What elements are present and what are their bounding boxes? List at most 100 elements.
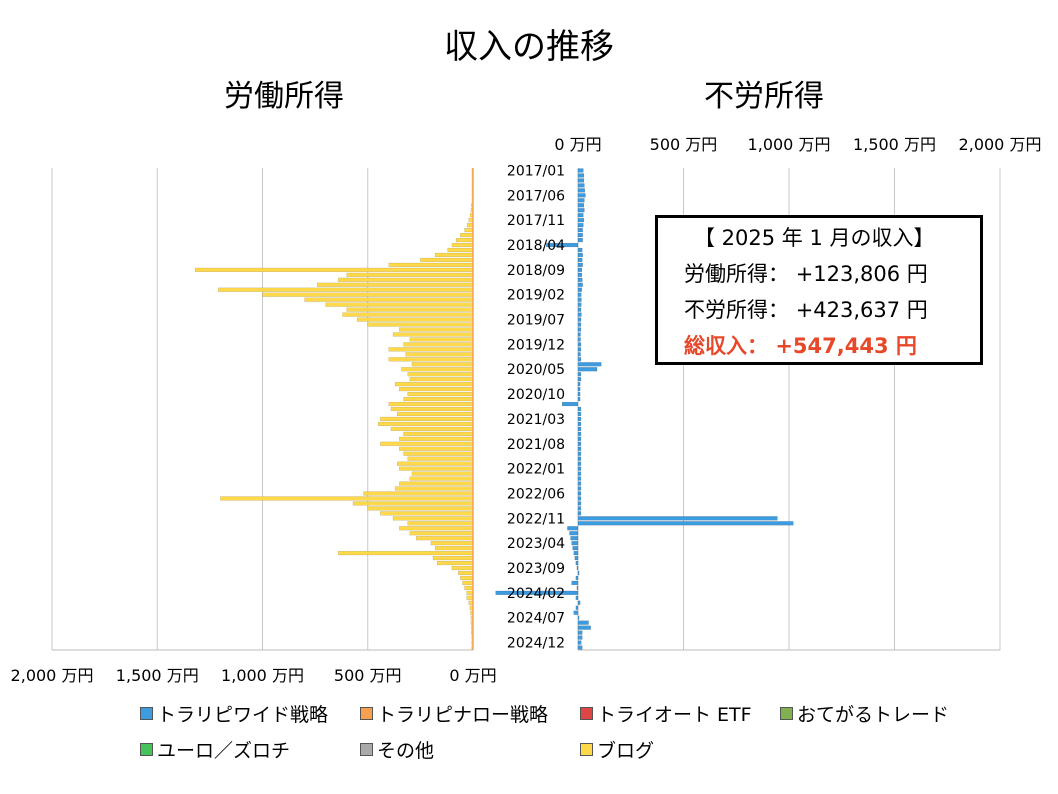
passive-bar (577, 317, 582, 322)
passive-bar (577, 486, 582, 491)
passive-bar (577, 198, 585, 203)
passive-bar (575, 560, 579, 566)
passive-bar (561, 401, 579, 407)
labor-bar (388, 347, 474, 352)
labor-bar (394, 382, 474, 387)
passive-bar (569, 531, 579, 536)
legend-item: おてがるトレード (780, 700, 949, 727)
passive-bar (577, 178, 585, 183)
labor-bar (399, 436, 474, 441)
passive-bar (577, 511, 582, 516)
passive-bar (577, 173, 585, 178)
axes: 2,000 万円 1,500 万円 1,000 万円 500 万円 0 万円 0 万円 50… (11, 135, 1042, 685)
labor-bar (466, 595, 474, 600)
labor-bar (317, 282, 474, 287)
passive-income-value: +423,637 円 (795, 298, 928, 322)
right-axis-tick-label: 1,500 万円 (853, 135, 936, 154)
passive-bar (577, 267, 582, 272)
passive-bar (577, 218, 585, 223)
labor-bar (466, 223, 474, 228)
passive-bar (577, 471, 582, 476)
passive-bar (577, 322, 582, 327)
labor-bar (342, 312, 474, 317)
labor-bar (218, 287, 474, 292)
labor-panel-title: 労働所得 (224, 79, 344, 114)
chart-title: 収入の推移 (444, 27, 614, 67)
left-axis-tick-label: 0 万円 (449, 666, 496, 685)
passive-bar (577, 183, 585, 188)
legend-swatch (140, 707, 153, 720)
labor-bar (388, 357, 474, 362)
labor-bar (194, 267, 474, 272)
labor-bar (403, 451, 474, 456)
month-label: 2022/11 (507, 511, 565, 527)
labor-bar (455, 237, 474, 243)
total-income-label: 総収入： (684, 334, 768, 358)
passive-bar (577, 506, 582, 511)
month-label: 2022/01 (507, 462, 565, 478)
labor-bar (399, 446, 474, 451)
passive-bar (577, 297, 582, 302)
passive-bar (577, 615, 580, 620)
passive-bar (577, 188, 585, 193)
labor-bar (346, 272, 474, 277)
labor-income-value: +123,806 円 (795, 262, 928, 286)
month-label: 2023/09 (507, 561, 565, 577)
labor-bar (390, 426, 474, 431)
labor-bar (363, 491, 474, 496)
legend-swatch (360, 707, 373, 720)
passive-bar (577, 292, 582, 297)
passive-bar (577, 257, 583, 263)
legend-item: トライオート ETF (580, 700, 752, 727)
month-label: 2021/03 (507, 412, 565, 428)
labor-bar (403, 396, 474, 402)
passive-bar (575, 595, 579, 600)
legend-item: トラリピナロー戦略 (360, 700, 548, 727)
labor-bar (407, 456, 474, 461)
passive-bar (577, 431, 582, 436)
passive-bar (577, 252, 583, 258)
labor-bar (434, 546, 474, 551)
labor-bar (325, 302, 474, 307)
labor-bar (409, 531, 474, 536)
labor-bar (220, 496, 474, 501)
labor-bar (434, 252, 474, 258)
right-axis-tick-label: 0 万円 (554, 135, 601, 154)
passive-income-row: 不労所得： +423,637 円 (684, 292, 980, 328)
labor-bar (401, 367, 474, 372)
passive-bar (573, 610, 579, 615)
passive-bar (577, 272, 582, 277)
labor-bar (388, 262, 474, 267)
passive-bar (577, 456, 582, 461)
labor-bar (397, 411, 474, 417)
passive-bar (577, 461, 582, 466)
labor-bar (420, 257, 474, 263)
labor-bar (411, 471, 474, 476)
passive-bar (577, 416, 582, 422)
legend-swatch (780, 707, 793, 720)
passive-bar (577, 625, 591, 630)
labor-bar (415, 536, 474, 541)
legend-label: その他 (377, 740, 435, 762)
labor-bar (403, 431, 474, 436)
labor-bar (352, 501, 474, 506)
left-axis-tick-label: 500 万円 (334, 666, 402, 685)
passive-bar (577, 570, 580, 576)
passive-bar (577, 451, 582, 456)
labor-bar (466, 590, 474, 595)
month-label: 2024/02 (507, 586, 565, 602)
labor-bar (399, 327, 474, 332)
passive-bar (577, 645, 583, 650)
passive-bar (577, 327, 582, 332)
passive-bar (572, 546, 579, 551)
labor-bar (447, 247, 474, 253)
labor-bar (397, 461, 474, 466)
passive-bar (574, 555, 579, 561)
passive-bar (546, 242, 579, 248)
passive-bar (577, 406, 582, 412)
labor-bar (409, 337, 474, 342)
labor-bar (399, 526, 474, 531)
labor-bar (464, 228, 474, 233)
passive-bar (577, 223, 584, 228)
passive-bar (577, 357, 582, 362)
